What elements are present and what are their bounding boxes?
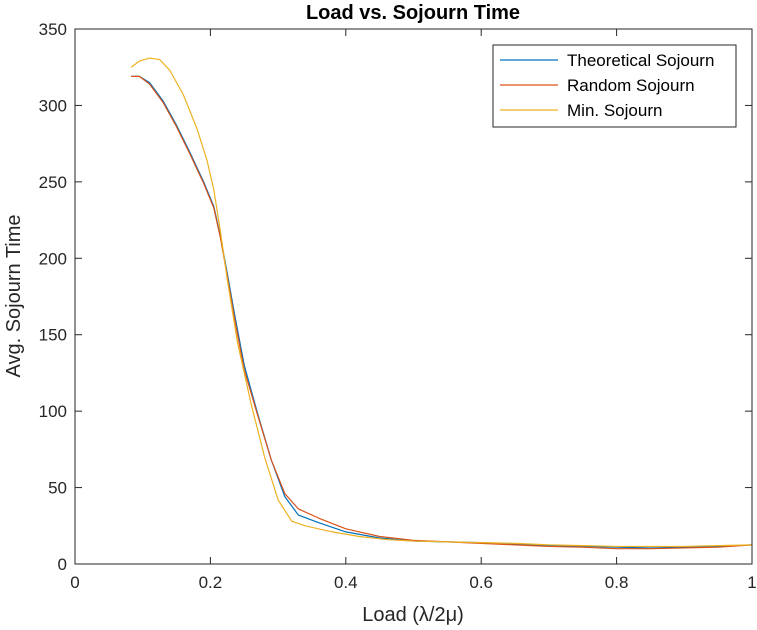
y-tick-label: 0 — [58, 555, 67, 574]
series-group — [130, 57, 753, 550]
legend: Theoretical Sojourn Random Sojourn Min. So… — [492, 44, 737, 128]
x-tick-label: 1 — [747, 573, 756, 592]
y-tick-label: 200 — [39, 249, 67, 268]
y-tick-label: 350 — [39, 20, 67, 39]
x-tick-label: 0.6 — [469, 573, 493, 592]
y-tick-label: 100 — [39, 402, 67, 421]
legend-label-2: Random Sojourn — [567, 76, 695, 95]
x-tick-label: 0.2 — [199, 573, 223, 592]
legend-entries: Theoretical Sojourn Random Sojourn Min. So… — [500, 51, 714, 120]
y-tick-label: 150 — [39, 326, 67, 345]
y-tick-label: 300 — [39, 96, 67, 115]
legend-label-3: Min. Sojourn — [567, 101, 662, 120]
axes-group: 0 0.2 0.4 0.6 0.8 1 0 50 100 150 200 250 300 350 — [39, 20, 757, 592]
y-axis-label: Avg. Sojourn Time — [3, 214, 25, 377]
legend-box — [492, 44, 737, 128]
x-axis-label: Load (λ/2μ) — [362, 604, 464, 626]
x-tick-label: 0 — [70, 573, 79, 592]
series-line-1 — [131, 75, 753, 549]
y-tick-label: 250 — [39, 173, 67, 192]
series-line-3 — [130, 57, 753, 548]
x-tick-label: 0.8 — [605, 573, 629, 592]
x-tick-label: 0.4 — [334, 573, 358, 592]
y-tick-label: 50 — [48, 479, 67, 498]
series-line-2 — [131, 75, 753, 550]
chart-title: Load vs. Sojourn Time — [306, 2, 520, 24]
axes-box — [74, 28, 753, 565]
legend-label-1: Theoretical Sojourn — [567, 51, 714, 70]
